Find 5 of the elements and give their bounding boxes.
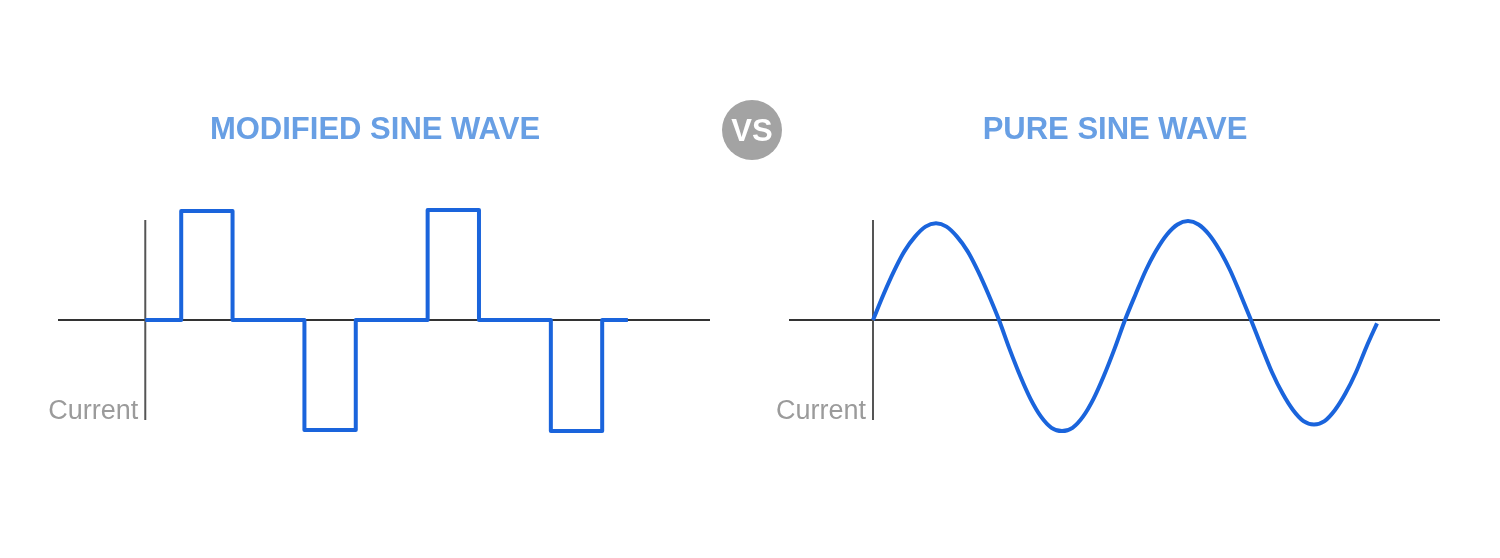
y-axis-title: Current (48, 395, 139, 425)
chart-title: MODIFIED SINE WAVE (208, 111, 542, 147)
y-axis-title: Current (775, 395, 866, 425)
chart-title: PURE SINE WAVE (981, 111, 1249, 147)
text: VS (731, 112, 773, 148)
